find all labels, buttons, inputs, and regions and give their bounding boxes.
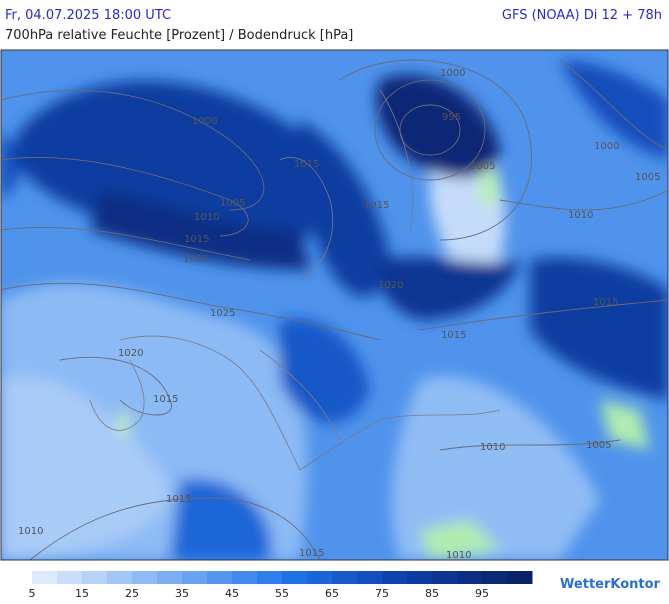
isobar-label: 1010 — [194, 212, 219, 223]
colorbar-label: 15 — [75, 587, 89, 600]
isobar-label: 1015 — [593, 297, 618, 308]
isobar-label: 995 — [442, 112, 461, 123]
isobar-label: 1000 — [192, 116, 217, 127]
colorbar-swatch — [357, 571, 383, 584]
isobar-label: 1005 — [635, 172, 660, 183]
isobar-label: 1015 — [299, 548, 324, 559]
colorbar-swatch — [432, 571, 458, 584]
colorbar-label: 45 — [225, 587, 239, 600]
isobar-label: 1010 — [568, 210, 593, 221]
isobar-label: 1015 — [441, 330, 466, 341]
isobar-label: 1020 — [118, 348, 143, 359]
colorbar-swatch — [82, 571, 108, 584]
colorbar-swatch — [182, 571, 208, 584]
colorbar-label: 35 — [175, 587, 189, 600]
colorbar-swatch — [257, 571, 283, 584]
colorbar-swatch — [457, 571, 483, 584]
isobar-label: 1015 — [153, 394, 178, 405]
isobar-label: 1010 — [446, 550, 471, 561]
colorbar-swatch — [157, 571, 183, 584]
colorbar-label: 25 — [125, 587, 139, 600]
colorbar-label: 65 — [325, 587, 339, 600]
colorbar-swatch — [507, 571, 533, 584]
map: 1000 1005 1010 1015 1020 1025 1015 1015 … — [1, 50, 668, 561]
colorbar-label: 55 — [275, 587, 289, 600]
colorbar-swatch — [32, 571, 58, 584]
isobar-label: 1000 — [594, 141, 619, 152]
colorbar-label: 85 — [425, 587, 439, 600]
colorbar-label: 95 — [475, 587, 489, 600]
isobar-label: 1015 — [166, 494, 191, 505]
colorbar: 5 15 25 35 45 55 65 75 85 95 — [29, 571, 533, 600]
isobar-label: 1000 — [440, 68, 465, 79]
colorbar-label: 5 — [29, 587, 36, 600]
isobar-label: 1020 — [183, 254, 208, 265]
map-frame — [0, 49, 669, 561]
isobar-label: 1015 — [294, 159, 319, 170]
datetime: Fr, 04.07.2025 18:00 UTC — [5, 8, 171, 23]
colorbar-swatch — [332, 571, 358, 584]
logo: WetterKontor — [560, 577, 661, 592]
isobar-label: 1025 — [210, 308, 235, 319]
isobar-label: 1010 — [480, 442, 505, 453]
isobar-label: 1020 — [378, 280, 403, 291]
colorbar-swatch — [407, 571, 433, 584]
isobar-label: 1015 — [184, 234, 209, 245]
colorbar-swatch — [57, 571, 83, 584]
model-run: GFS (NOAA) Di 12 + 78h — [502, 8, 662, 23]
colorbar-label: 75 — [375, 587, 389, 600]
isobar-label: 1005 — [470, 161, 495, 172]
colorbar-swatch — [482, 571, 508, 584]
isobar-label: 1010 — [18, 526, 43, 537]
colorbar-swatch — [132, 571, 158, 584]
colorbar-swatch — [382, 571, 408, 584]
isobar-label: 1005 — [220, 198, 245, 209]
colorbar-swatch — [307, 571, 333, 584]
isobar-label: 1015 — [364, 200, 389, 211]
isobar-label: 1005 — [586, 440, 611, 451]
colorbar-swatch — [107, 571, 133, 584]
colorbar-swatch — [232, 571, 258, 584]
colorbar-swatch — [207, 571, 233, 584]
colorbar-swatch — [282, 571, 308, 584]
subtitle: 700hPa relative Feuchte [Prozent] / Bode… — [5, 28, 353, 43]
